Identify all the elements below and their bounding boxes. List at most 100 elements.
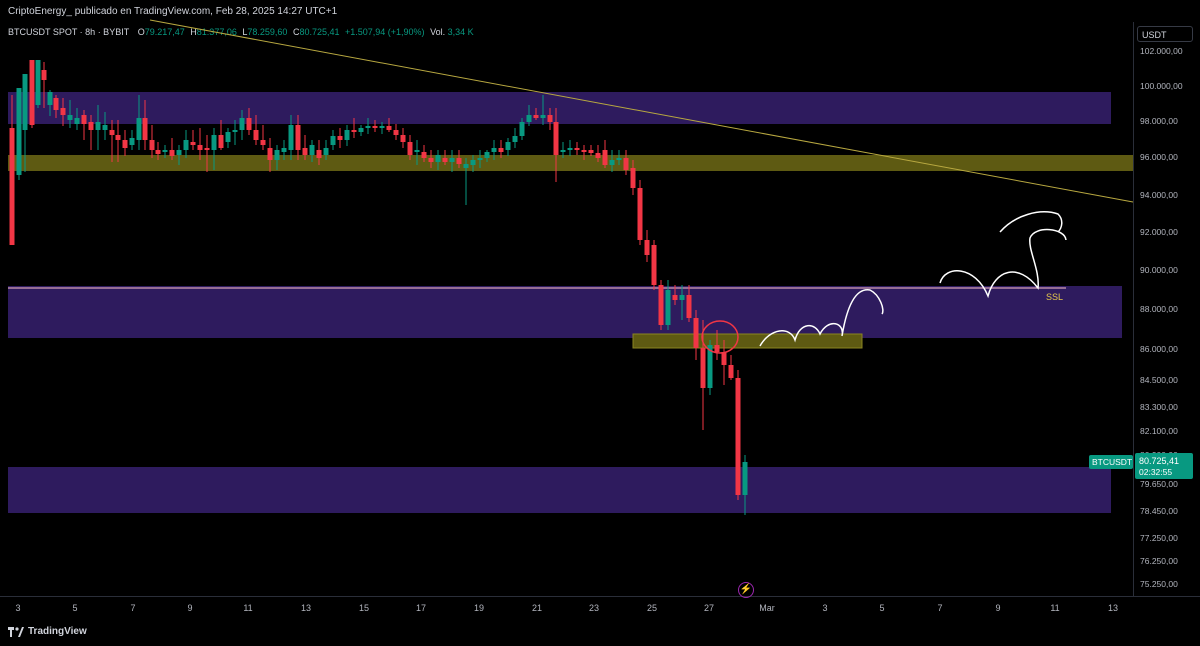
candle-body[interactable]: [53, 98, 59, 110]
candle-body[interactable]: [400, 135, 406, 142]
candle-body[interactable]: [707, 345, 713, 388]
candle-body[interactable]: [162, 150, 168, 152]
candle-body[interactable]: [288, 125, 294, 150]
candle-body[interactable]: [644, 240, 650, 255]
candle-body[interactable]: [260, 140, 266, 145]
candle-body[interactable]: [142, 118, 148, 140]
candle-body[interactable]: [526, 115, 532, 122]
candle-body[interactable]: [88, 122, 94, 130]
candle-body[interactable]: [232, 130, 238, 132]
candle-body[interactable]: [95, 122, 101, 130]
candle-body[interactable]: [197, 145, 203, 150]
candle-body[interactable]: [149, 140, 155, 150]
candle-body[interactable]: [60, 108, 66, 115]
candle-body[interactable]: [337, 136, 343, 140]
candle-body[interactable]: [246, 118, 252, 130]
candle-body[interactable]: [700, 348, 706, 388]
candle-body[interactable]: [553, 122, 559, 155]
candle-body[interactable]: [155, 150, 161, 154]
candle-body[interactable]: [533, 115, 539, 118]
candle-body[interactable]: [560, 150, 566, 152]
candle-body[interactable]: [693, 318, 699, 348]
candle-body[interactable]: [102, 125, 108, 130]
candle-body[interactable]: [547, 115, 553, 122]
candle-body[interactable]: [421, 152, 427, 158]
candle-body[interactable]: [323, 148, 329, 155]
candle-body[interactable]: [567, 148, 573, 150]
candle-body[interactable]: [602, 150, 608, 165]
candle-body[interactable]: [35, 60, 41, 105]
candle-body[interactable]: [67, 115, 73, 120]
candle-body[interactable]: [665, 290, 671, 325]
candle-body[interactable]: [456, 158, 462, 164]
candle-body[interactable]: [728, 365, 734, 378]
candle-body[interactable]: [658, 285, 664, 325]
candle-body[interactable]: [686, 295, 692, 318]
candle-body[interactable]: [512, 136, 518, 142]
candle-body[interactable]: [435, 155, 441, 162]
candle-body[interactable]: [365, 126, 371, 128]
candle-body[interactable]: [609, 160, 615, 165]
candle-body[interactable]: [136, 118, 142, 140]
candle-body[interactable]: [176, 150, 182, 155]
candle-body[interactable]: [253, 130, 259, 140]
candle-body[interactable]: [721, 352, 727, 365]
candle-body[interactable]: [358, 128, 364, 132]
candle-body[interactable]: [637, 188, 643, 240]
candle-body[interactable]: [204, 148, 210, 150]
candle-body[interactable]: [484, 152, 490, 158]
candle-body[interactable]: [414, 150, 420, 152]
symbol-title[interactable]: BTCUSDT SPOT · 8h · BYBIT: [8, 27, 130, 37]
candle-body[interactable]: [129, 138, 135, 145]
candle-body[interactable]: [386, 126, 392, 130]
candle-body[interactable]: [714, 345, 720, 352]
candle-body[interactable]: [281, 148, 287, 152]
candle-body[interactable]: [183, 140, 189, 150]
candle-body[interactable]: [477, 158, 483, 160]
candle-body[interactable]: [372, 126, 378, 128]
candle-body[interactable]: [449, 158, 455, 162]
candle-body[interactable]: [581, 150, 587, 152]
candle-body[interactable]: [47, 92, 53, 105]
candle-body[interactable]: [540, 115, 546, 118]
candle-body[interactable]: [218, 135, 224, 148]
candle-body[interactable]: [519, 122, 525, 136]
candle-body[interactable]: [393, 130, 399, 135]
candle-body[interactable]: [169, 150, 175, 156]
candle-body[interactable]: [330, 136, 336, 145]
lightning-icon[interactable]: ⚡: [738, 582, 754, 598]
candle-body[interactable]: [672, 295, 678, 300]
candle-body[interactable]: [309, 145, 315, 155]
candle-body[interactable]: [190, 142, 196, 145]
candle-body[interactable]: [616, 158, 622, 160]
candle-body[interactable]: [302, 148, 308, 155]
candle-body[interactable]: [463, 164, 469, 168]
candle-body[interactable]: [498, 148, 504, 152]
candle-body[interactable]: [428, 158, 434, 162]
candle-body[interactable]: [115, 135, 121, 140]
candle-body[interactable]: [29, 60, 35, 125]
candle-body[interactable]: [491, 148, 497, 152]
candle-body[interactable]: [122, 140, 128, 148]
candle-body[interactable]: [623, 158, 629, 170]
candle-body[interactable]: [742, 462, 748, 495]
candle-body[interactable]: [407, 142, 413, 155]
candle-body[interactable]: [239, 118, 245, 130]
candle-body[interactable]: [295, 125, 301, 150]
currency-selector[interactable]: USDT: [1137, 26, 1193, 42]
candle-body[interactable]: [225, 132, 231, 142]
candle-body[interactable]: [16, 88, 22, 175]
candle-body[interactable]: [470, 160, 476, 165]
candle-body[interactable]: [9, 128, 15, 245]
candle-body[interactable]: [630, 168, 636, 188]
candle-body[interactable]: [344, 130, 350, 140]
candle-body[interactable]: [379, 126, 385, 128]
candle-body[interactable]: [267, 148, 273, 160]
candle-body[interactable]: [22, 74, 28, 130]
candle-body[interactable]: [109, 130, 115, 135]
candle-body[interactable]: [81, 115, 87, 124]
candle-body[interactable]: [211, 135, 217, 150]
candle-body[interactable]: [274, 150, 280, 160]
trend-line[interactable]: [149, 19, 1134, 203]
